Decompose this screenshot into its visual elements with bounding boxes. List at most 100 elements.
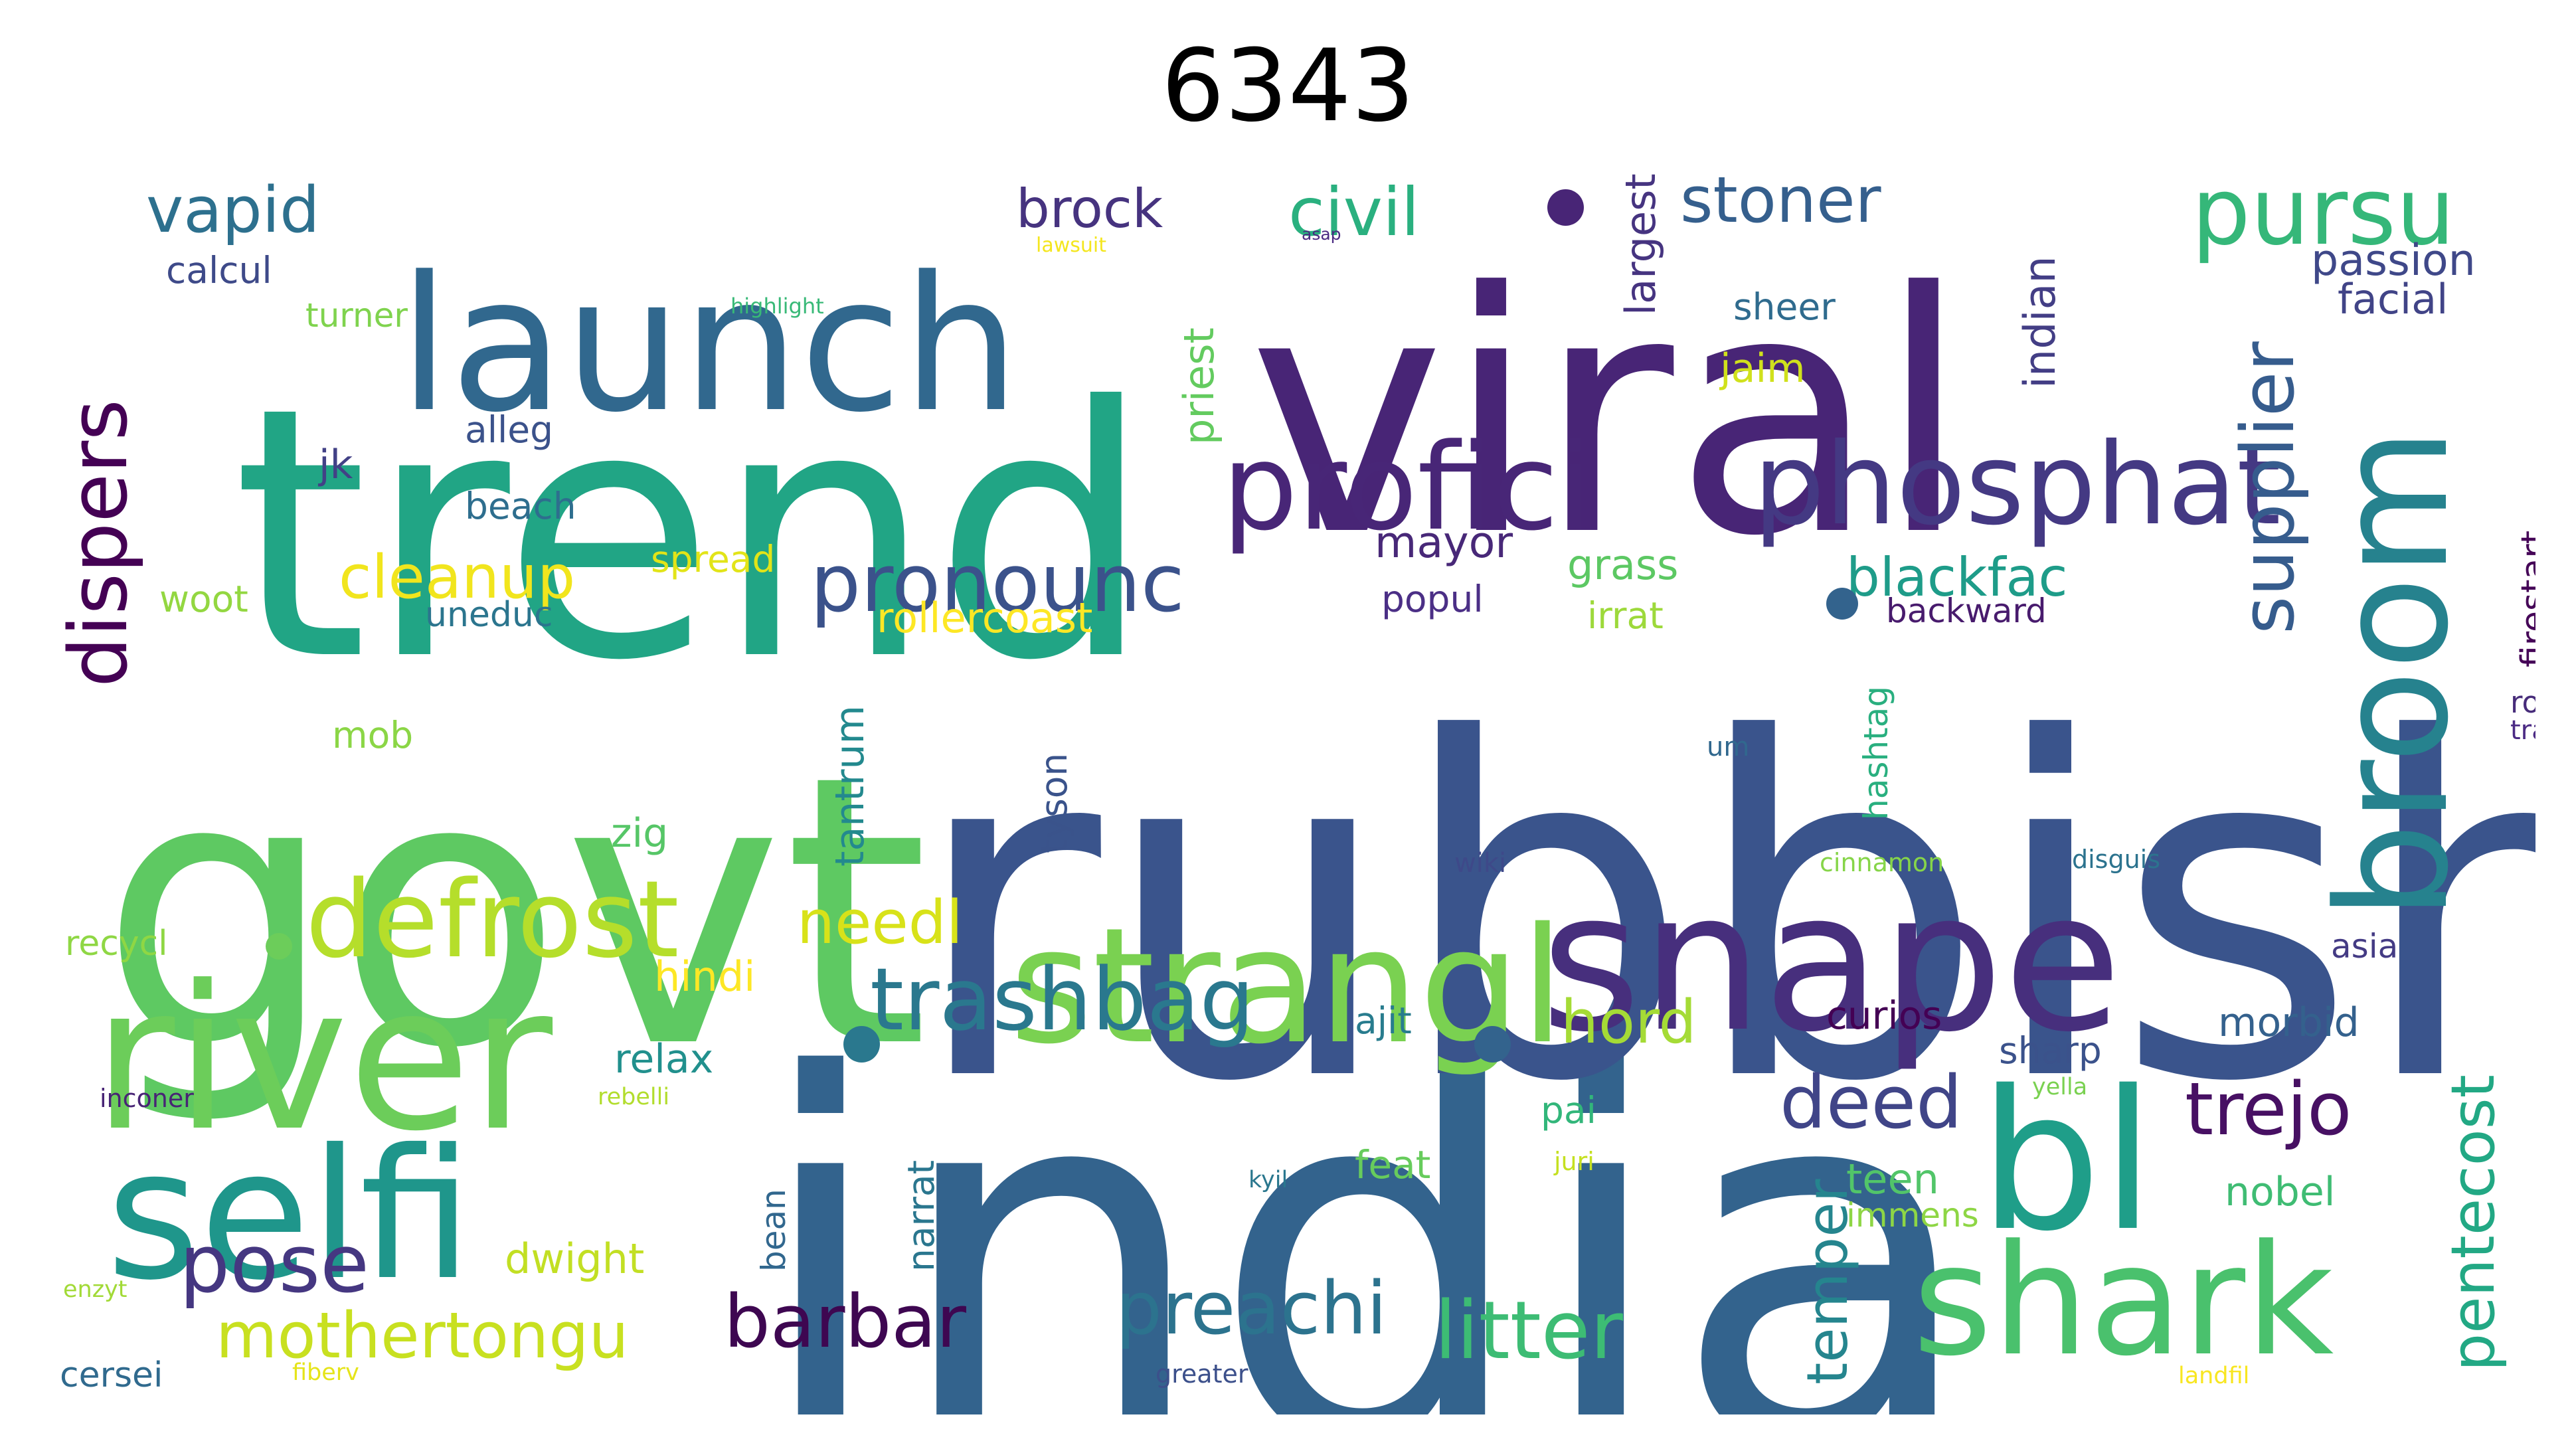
word-immens: immens — [1846, 1196, 1979, 1235]
word-zig: zig — [611, 810, 669, 857]
word-disguis: disguis — [2072, 845, 2161, 874]
word-supplier: supplier — [2225, 341, 2310, 634]
word-govt: govt — [100, 697, 930, 1130]
word-calcul: calcul — [166, 249, 272, 292]
word-pai: pai — [1541, 1089, 1596, 1132]
word-sheer: sheer — [1733, 286, 1836, 328]
word-mothertongu: mothertongu — [216, 1300, 629, 1373]
word-curios: curios — [1826, 993, 1942, 1038]
word-yella: yella — [2032, 1074, 2088, 1100]
word-grass: grass — [1567, 541, 1679, 589]
dot-mark — [1474, 1026, 1511, 1063]
word-broom: broom — [2305, 428, 2482, 920]
word-teen: teen — [1846, 1155, 1939, 1203]
figure-title: 6343 — [1161, 29, 1415, 144]
word-pose: pose — [179, 1219, 369, 1311]
word-viral: viral — [1248, 222, 1970, 608]
word-juri: juri — [1554, 1147, 1594, 1176]
word-feat: feat — [1355, 1142, 1431, 1187]
word-defrost: defrost — [305, 857, 679, 982]
word-needl: needl — [797, 888, 963, 958]
word-ajit: ajit — [1355, 999, 1412, 1042]
word-wiki: wiki — [1454, 848, 1507, 879]
word-brock: brock — [1016, 178, 1163, 240]
word-woot: woot — [159, 578, 248, 620]
dot-mark — [1826, 588, 1858, 620]
word-vapid: vapid — [146, 174, 320, 247]
word-lawsuit: lawsuit — [1036, 234, 1106, 257]
word-largest: largest — [1616, 173, 1665, 315]
word-bl: bl — [1979, 1050, 2155, 1274]
word-pursu: pursu — [2191, 158, 2455, 266]
word-pentecost: pentecost — [2439, 1074, 2508, 1371]
word-mob: mob — [332, 714, 414, 756]
word-greater: greater — [1156, 1359, 1248, 1389]
word-cersei: cersei — [60, 1355, 163, 1395]
word-roman: roman — [2510, 685, 2535, 720]
word-rubbish: rubbish — [910, 642, 2535, 1183]
word-trend: trend — [232, 333, 1153, 736]
word-trail: trail — [2510, 715, 2535, 746]
word-trejo: trejo — [2185, 1067, 2352, 1152]
word-shark: shark — [1913, 1213, 2334, 1390]
word-nobel: nobel — [2225, 1169, 2336, 1215]
word-rebelli: rebelli — [598, 1084, 670, 1110]
word-tantrum: tantrum — [827, 705, 873, 867]
word-pronounc: pronounc — [810, 538, 1185, 630]
word-barbar: barbar — [724, 1279, 966, 1364]
word-india: india — [750, 972, 1981, 1414]
word-alleg: alleg — [465, 408, 554, 451]
word-rollercoast: rollercoast — [877, 594, 1093, 642]
word-kyil: kyil — [1248, 1167, 1288, 1193]
word-um: um — [1707, 732, 1750, 762]
word-phosphat: phosphat — [1753, 419, 2281, 551]
word-hord: hord — [1561, 987, 1697, 1057]
word-hindi: hindi — [654, 952, 756, 1001]
word-asia: asia — [2331, 927, 2399, 966]
word-fiberv: fiberv — [292, 1359, 359, 1386]
word-tyson: tyson — [1033, 752, 1075, 853]
word-narrat: narrat — [900, 1159, 942, 1272]
word-highlight: highlight — [730, 294, 824, 319]
word-cleanup: cleanup — [339, 543, 576, 612]
word-irrat: irrat — [1587, 594, 1664, 637]
word-priest: priest — [1175, 327, 1223, 445]
word-morbid: morbid — [2218, 999, 2360, 1046]
word-deed: deed — [1780, 1060, 1962, 1145]
word-firestart: firestart — [2514, 530, 2535, 667]
word-blackfac: blackfac — [1846, 547, 2068, 608]
word-sharp: sharp — [1999, 1029, 2102, 1072]
word-dispers: dispers — [53, 399, 145, 687]
word-inconer: inconer — [100, 1084, 194, 1113]
word-recycl: recycl — [65, 924, 168, 964]
word-preachi: preachi — [1116, 1266, 1387, 1351]
word-dwight: dwight — [505, 1235, 645, 1283]
word-jk: jk — [319, 442, 353, 488]
word-facial: facial — [2338, 275, 2448, 323]
word-mayor: mayor — [1375, 518, 1513, 568]
word-uneduc: uneduc — [425, 595, 553, 635]
word-jaim: jaim — [1720, 345, 1806, 392]
word-cinnamon: cinnamon — [1820, 848, 1944, 877]
word-trashbag: trashbag — [870, 949, 1254, 1050]
word-stoner: stoner — [1680, 164, 1881, 237]
word-snape: snape — [1541, 851, 2122, 1074]
word-launch: launch — [398, 237, 1020, 454]
word-turner: turner — [305, 296, 408, 335]
dot-mark — [843, 1026, 880, 1063]
dot-mark — [266, 933, 292, 960]
word-asap: asap — [1302, 224, 1341, 244]
word-backward: backward — [1886, 592, 2047, 630]
word-civil: civil — [1288, 173, 1420, 251]
word-strangl: strangl — [1009, 893, 1565, 1079]
word-hashtag: hashtag — [1857, 685, 1895, 820]
dot-mark — [1547, 189, 1584, 226]
word-landfil: landfil — [2178, 1363, 2250, 1389]
word-passion: passion — [2311, 236, 2476, 286]
word-profici: profici — [1222, 418, 1592, 557]
word-indian: indian — [2016, 256, 2065, 388]
word-spread: spread — [651, 538, 776, 580]
word-relax: relax — [614, 1036, 714, 1082]
word-beach: beach — [465, 485, 576, 527]
